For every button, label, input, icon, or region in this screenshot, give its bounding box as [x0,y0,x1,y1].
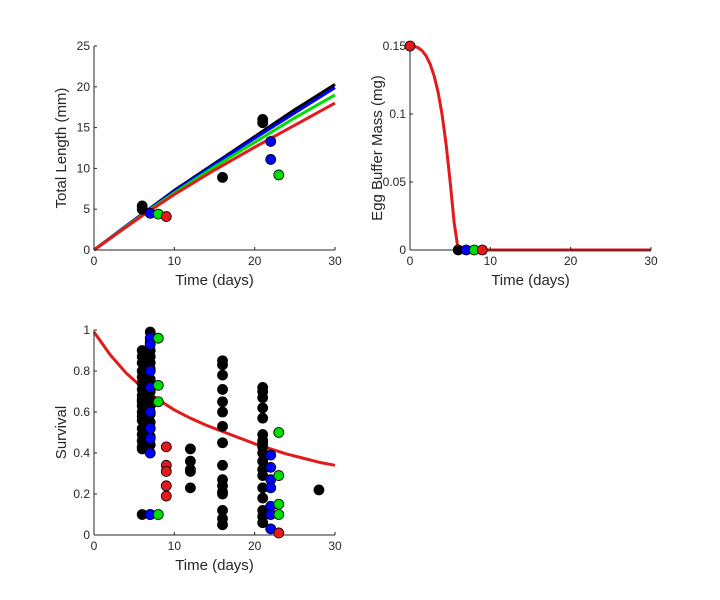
length-x-tick-label: 0 [91,254,98,268]
survival-series-4-point [273,527,285,539]
survival-series-1-point [184,466,196,477]
survival-y-tick-label: 0.2 [73,487,90,501]
survival-series-1-point [184,443,196,455]
survival-y-tick-label: 1 [83,323,90,337]
total-length-chart: 0 10 20 30 0 5 10 15 20 25 Time (days) Total Length… [53,39,342,289]
survival-y-axis-label: Survival [53,406,70,459]
survival-series-2-point [265,482,277,494]
egg-x-tick-label: 0 [407,254,414,268]
survival-x-tick-label: 30 [328,539,342,553]
survival-chart: 0 10 20 30 0 0.2 0.4 0.6 0.8 1 Time (days) Survival [53,323,342,574]
survival-series-1-point [257,517,269,529]
length-x-tick-label: 10 [168,254,182,268]
survival-series-2-point [144,338,156,350]
survival-series-3-point [152,379,164,391]
survival-series-3-point [273,427,285,438]
survival-series-1-point [217,459,228,471]
length-y-axis-label: Total Length (mm) [53,88,70,209]
survival-y-tick-label: 0.4 [73,446,90,460]
survival-x-tick-label: 20 [248,539,262,553]
survival-series-1-point [217,420,228,432]
survival-series-2-point [144,365,156,377]
length-x-tick-label: 20 [248,254,262,268]
survival-series-1-point [217,396,228,408]
length-y-tick-label: 25 [77,39,91,53]
survival-x-axis-label: Time (days) [175,557,254,574]
length-y-tick-label: 5 [83,202,90,216]
survival-series-3-point [152,509,164,520]
egg-y-tick-label: 0 [399,243,406,257]
length-series-6-point [273,169,285,181]
survival-series-1-point [257,402,269,414]
survival-y-tick-label: 0.6 [73,405,90,419]
survival-series-1-point [217,486,228,498]
survival-series-1-point [217,359,228,371]
survival-series-2-point [144,433,156,445]
egg-x-tick-label: 20 [564,254,578,268]
length-y-tick-label: 0 [83,243,90,257]
survival-y-tick-label: 0 [83,528,90,542]
survival-series-1-point [217,406,228,418]
survival-series-4-point [160,480,172,492]
survival-series-1-point [313,484,325,496]
survival-series-2-point [265,461,277,473]
egg-y-tick-label: 0.05 [383,175,407,189]
egg-y-tick-label: 0.1 [389,107,406,121]
egg-y-axis-label: Egg Buffer Mass (mg) [369,75,386,221]
egg-x-tick-label: 10 [484,254,498,268]
egg-x-tick-label: 30 [644,254,658,268]
survival-series-1-point [217,519,228,531]
length-x-axis-label: Time (days) [175,272,254,289]
survival-series-3-point [273,509,285,520]
egg-series-1-point [404,40,416,52]
survival-x-tick-label: 0 [91,539,98,553]
egg-x-axis-label: Time (days) [491,272,570,289]
length-series-5-point [265,136,277,147]
survival-series-2-point [144,422,156,434]
length-series-4-point [257,117,269,129]
survival-series-1-point [217,437,228,449]
egg-series-0-line [409,44,651,252]
length-series-5-point [265,154,277,165]
survival-series-4-point [160,441,172,453]
survival-series-3-point [273,470,285,481]
survival-x-tick-label: 10 [168,539,182,553]
length-series-4-point [217,171,228,183]
survival-series-1-point [257,437,269,449]
survival-series-1-point [184,482,196,494]
survival-series-0-line [92,331,336,467]
egg-buffer-mass-chart: 0 10 20 30 0 0.05 0.1 0.15 Time (days) Egg Buffer… [369,39,658,289]
egg-y-tick-label: 0.15 [383,39,407,53]
survival-series-3-point [152,396,164,408]
length-series-2-line [93,93,336,252]
length-y-tick-label: 15 [77,121,91,135]
survival-series-1-point [217,369,228,381]
survival-series-2-point [144,447,156,459]
survival-series-4-point [160,490,172,502]
length-series-7-point [160,211,172,222]
survival-series-3-point [273,498,285,510]
survival-series-1-point [257,392,269,404]
survival-series-2-point [265,449,277,461]
survival-y-tick-label: 0.8 [73,364,90,378]
length-x-tick-label: 30 [328,254,342,268]
egg-series-5-point [476,244,488,256]
survival-series-2-point [144,406,156,418]
length-series-3-line [93,101,336,252]
survival-series-3-point [152,332,164,344]
survival-series-1-point [257,412,269,424]
survival-series-4-point [160,466,172,477]
survival-series-1-point [257,492,269,504]
length-y-tick-label: 10 [77,161,91,175]
survival-series-1-point [217,384,228,395]
length-y-tick-label: 20 [77,80,91,94]
